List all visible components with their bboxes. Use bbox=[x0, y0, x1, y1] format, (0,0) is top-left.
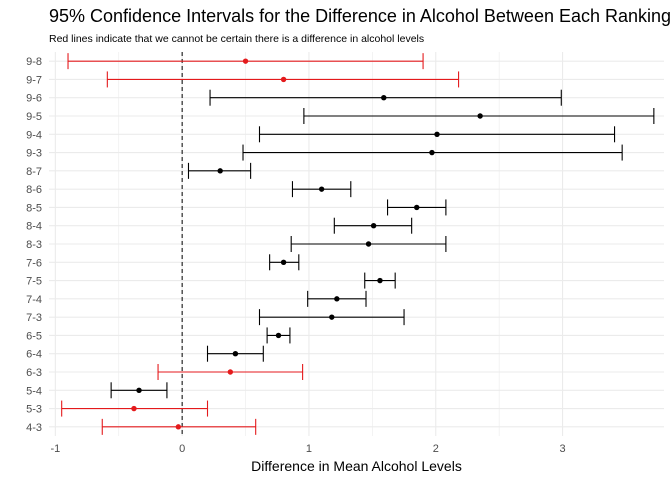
x-tick-label: 0 bbox=[179, 443, 185, 455]
y-tick-label: 9-7 bbox=[26, 74, 42, 86]
y-tick-label: 6-5 bbox=[26, 330, 42, 342]
interval-estimate-point bbox=[280, 76, 287, 83]
interval-6-3 bbox=[157, 364, 304, 380]
y-tick-label: 9-3 bbox=[26, 148, 42, 160]
interval-estimate-point bbox=[365, 241, 372, 247]
interval-7-6 bbox=[269, 254, 300, 271]
x-tick-label: 2 bbox=[433, 443, 439, 455]
y-tick-label: 8-3 bbox=[26, 239, 42, 251]
interval-estimate-point bbox=[414, 204, 420, 211]
interval-estimate-point bbox=[131, 405, 137, 412]
interval-9-4 bbox=[258, 126, 616, 143]
interval-estimate-point bbox=[434, 131, 440, 137]
interval-estimate-point bbox=[381, 95, 387, 101]
interval-8-7 bbox=[187, 162, 252, 179]
y-tick-label: 8-5 bbox=[26, 202, 42, 214]
y-tick-label: 5-3 bbox=[26, 404, 42, 416]
interval-9-7 bbox=[106, 71, 460, 88]
interval-6-4 bbox=[206, 345, 264, 362]
interval-estimate-point bbox=[280, 259, 287, 265]
y-tick-label: 9-6 bbox=[26, 93, 42, 105]
y-tick-label: 4-3 bbox=[26, 422, 42, 434]
chart-title: 95% Confidence Intervals for the Differe… bbox=[49, 6, 672, 26]
y-tick-label: 7-5 bbox=[26, 276, 42, 288]
interval-estimate-point bbox=[377, 277, 383, 284]
y-tick-label: 8-4 bbox=[26, 221, 42, 233]
interval-8-4 bbox=[333, 217, 413, 234]
y-tick-label: 5-4 bbox=[26, 385, 42, 397]
y-tick-label: 7-3 bbox=[26, 312, 42, 324]
x-tick-label: -1 bbox=[50, 443, 60, 455]
y-tick-label: 9-8 bbox=[26, 56, 42, 68]
interval-5-4 bbox=[110, 382, 168, 399]
interval-8-6 bbox=[291, 181, 352, 198]
y-tick-label: 8-7 bbox=[26, 166, 42, 178]
x-axis-tick-labels: -1 0 1 2 3 bbox=[50, 443, 565, 455]
interval-9-6 bbox=[209, 89, 562, 106]
interval-8-3 bbox=[290, 236, 447, 252]
y-tick-label: 7-4 bbox=[26, 294, 42, 306]
y-tick-label: 9-5 bbox=[26, 111, 42, 123]
x-tick-label: 3 bbox=[559, 443, 565, 455]
interval-estimate-point bbox=[217, 168, 223, 174]
interval-estimate-point bbox=[175, 424, 182, 430]
interval-9-5 bbox=[303, 108, 655, 124]
x-axis-title: Difference in Mean Alcohol Levels bbox=[251, 458, 462, 474]
interval-marks bbox=[61, 53, 655, 435]
interval-7-3 bbox=[258, 309, 405, 326]
y-axis-tick-labels: 9-8 9-7 9-6 9-5 9-4 9-3 8-7 8-6 8-5 8-4 8-3 7-6 7-5 7… bbox=[26, 56, 42, 434]
interval-9-8 bbox=[67, 53, 424, 70]
interval-9-3 bbox=[242, 144, 623, 161]
interval-estimate-point bbox=[275, 332, 282, 339]
interval-6-5 bbox=[266, 327, 291, 344]
x-tick-label: 1 bbox=[306, 443, 312, 455]
interval-estimate-point bbox=[318, 186, 325, 192]
interval-estimate-point bbox=[429, 149, 435, 156]
interval-estimate-point bbox=[329, 314, 335, 320]
interval-estimate-point bbox=[227, 369, 234, 375]
y-tick-label: 6-4 bbox=[26, 349, 42, 361]
interval-estimate-point bbox=[334, 296, 340, 302]
interval-estimate-point bbox=[232, 351, 239, 357]
interval-estimate-point bbox=[136, 387, 142, 393]
interval-estimate-point bbox=[477, 113, 483, 119]
y-tick-label: 6-3 bbox=[26, 367, 42, 379]
chart-subtitle: Red lines indicate that we cannot be cer… bbox=[49, 33, 425, 45]
interval-8-5 bbox=[387, 199, 447, 216]
y-tick-label: 9-4 bbox=[26, 129, 42, 141]
interval-7-5 bbox=[364, 272, 396, 289]
y-tick-label: 7-6 bbox=[26, 257, 42, 269]
interval-4-3 bbox=[101, 418, 257, 435]
interval-7-4 bbox=[307, 290, 367, 307]
interval-5-3 bbox=[61, 400, 209, 417]
interval-estimate-point bbox=[370, 223, 377, 229]
y-tick-label: 8-6 bbox=[26, 184, 42, 196]
interval-estimate-point bbox=[242, 58, 249, 64]
